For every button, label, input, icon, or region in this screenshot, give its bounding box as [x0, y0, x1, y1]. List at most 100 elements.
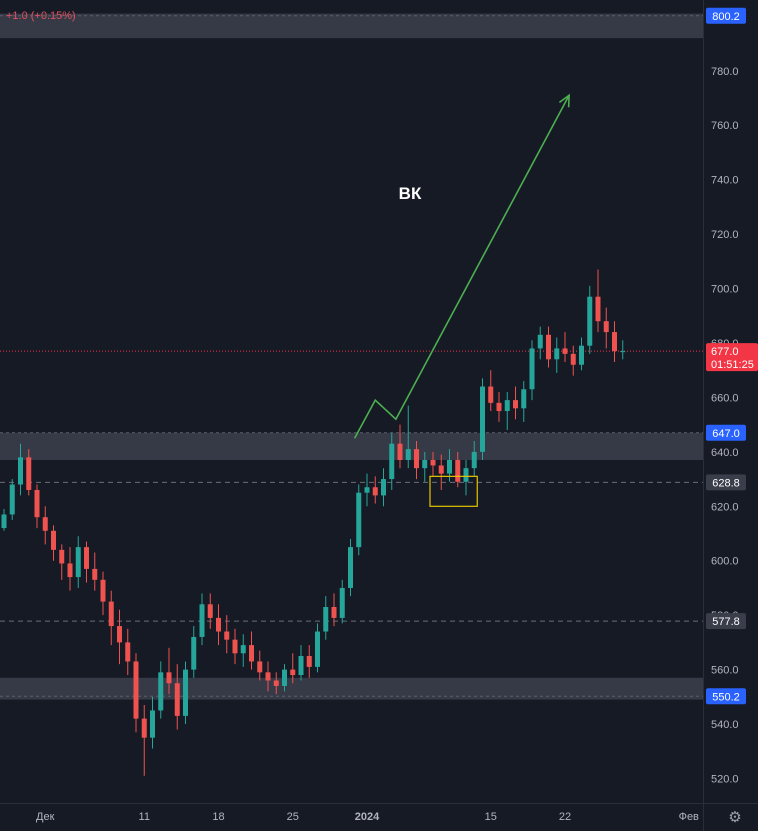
settings-gear-icon[interactable]: ⚙ — [728, 808, 742, 826]
candle-body-26 — [216, 617, 221, 632]
candle-body-18 — [150, 710, 155, 738]
candle-body-47 — [389, 443, 395, 480]
candle-body-7 — [59, 549, 65, 564]
candle-body-71 — [587, 296, 593, 346]
candle-body-40 — [331, 607, 337, 618]
candle-body-13 — [108, 601, 114, 627]
last-price-countdown: 01:51:25 — [711, 359, 754, 371]
candle-body-42 — [348, 547, 353, 588]
y-tick-label-10: 720.0 — [711, 229, 739, 241]
candle-body-56 — [463, 468, 469, 482]
candle-body-53 — [438, 465, 444, 474]
candle-body-29 — [240, 645, 246, 654]
candle-body-50 — [414, 449, 419, 469]
last-price-tag-bg — [706, 343, 758, 372]
candle-body-36 — [298, 656, 304, 676]
support-zone-1 — [0, 432, 703, 461]
y-tick-label-0: 520.0 — [711, 774, 739, 786]
candle-body-37 — [306, 656, 312, 667]
candle-body-62 — [513, 400, 518, 409]
candle-body-8 — [67, 563, 73, 578]
candle-body-22 — [183, 669, 188, 716]
y-tick-label-2: 560.0 — [711, 665, 739, 677]
candle-body-70 — [579, 345, 584, 365]
y-tick-label-9: 700.0 — [711, 284, 739, 296]
y-tick-label-13: 780.0 — [711, 66, 739, 78]
x-tick-label-4: 2024 — [355, 811, 380, 823]
y-tick-label-11: 740.0 — [711, 175, 739, 187]
y-tick-label-4: 600.0 — [711, 556, 739, 568]
candle-body-63 — [521, 389, 527, 409]
candle-body-69 — [570, 353, 576, 365]
candle-body-16 — [133, 661, 139, 719]
consolidation-box — [429, 475, 478, 507]
support-zone-2 — [0, 677, 703, 700]
x-tick-label-1: 11 — [139, 811, 150, 823]
x-tick-label-2: 18 — [212, 811, 224, 823]
candle-body-17 — [141, 718, 147, 738]
price-tag-bg-3 — [706, 613, 746, 630]
candle-body-20 — [166, 672, 172, 684]
candle-body-65 — [537, 334, 543, 349]
candle-body-4 — [34, 489, 40, 518]
candle-body-1 — [9, 484, 15, 515]
price-change-label: +1.0 (+0.15%) — [6, 10, 76, 22]
candle-body-60 — [496, 402, 502, 412]
projection-arrow-head — [558, 93, 570, 108]
candle-body-68 — [562, 348, 568, 354]
candle-body-51 — [422, 460, 428, 469]
candle-body-66 — [546, 334, 551, 360]
candle-body-49 — [405, 449, 411, 461]
candle-body-32 — [265, 672, 271, 681]
candle-body-43 — [356, 492, 362, 548]
x-tick-label-0: Дек — [36, 811, 55, 823]
candle-body-25 — [207, 604, 213, 618]
candle-body-10 — [84, 547, 89, 569]
y-tick-label-6: 640.0 — [711, 447, 739, 459]
candle-body-21 — [174, 683, 180, 716]
candle-body-74 — [612, 332, 617, 352]
ticker-label: ВК — [399, 184, 422, 203]
candle-body-54 — [447, 460, 452, 474]
candle-body-55 — [455, 460, 461, 482]
candle-body-2 — [18, 457, 23, 485]
candle-body-46 — [381, 479, 386, 496]
candle-body-0 — [1, 514, 7, 529]
projection-arrow-line — [353, 94, 570, 439]
candle-body-57 — [471, 451, 477, 469]
candle-body-67 — [554, 348, 560, 360]
candle-body-11 — [92, 568, 98, 580]
candle-body-59 — [488, 386, 494, 403]
candle-body-39 — [323, 607, 329, 632]
y-tick-label-5: 620.0 — [711, 501, 739, 513]
candle-body-73 — [603, 321, 609, 333]
price-tag-bg-1 — [706, 424, 746, 441]
candles-group — [1, 269, 626, 776]
x-tick-label-7: Фев — [679, 811, 699, 823]
price-tag-2: 628.8 — [712, 477, 740, 489]
candle-body-6 — [51, 530, 56, 550]
candle-body-3 — [26, 457, 32, 490]
price-tag-1: 647.0 — [712, 428, 740, 440]
last-price-value: 677.0 — [711, 346, 739, 358]
price-tag-4: 550.2 — [712, 691, 740, 703]
candle-body-33 — [273, 680, 279, 686]
x-tick-label-5: 15 — [485, 811, 497, 823]
candle-body-45 — [372, 487, 378, 496]
x-tick-label-3: 25 — [287, 811, 299, 823]
candle-body-15 — [125, 642, 131, 662]
candle-body-48 — [397, 443, 403, 461]
candle-body-14 — [117, 626, 122, 643]
candle-body-12 — [100, 579, 106, 602]
candle-body-23 — [191, 636, 197, 670]
candle-body-35 — [290, 669, 296, 676]
candle-body-52 — [430, 460, 436, 466]
y-tick-label-1: 540.0 — [711, 719, 739, 731]
candle-body-41 — [339, 587, 345, 618]
plot-area — [0, 0, 703, 803]
candle-body-28 — [232, 639, 238, 654]
candle-body-58 — [480, 386, 485, 452]
price-tag-bg-0 — [706, 7, 746, 24]
